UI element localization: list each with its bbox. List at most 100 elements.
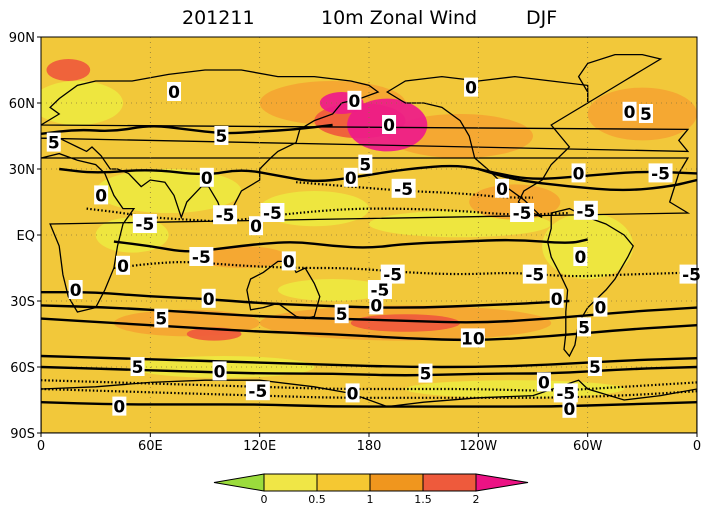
- contour-label-text: 0: [383, 116, 395, 136]
- shading-patch-low: [542, 213, 634, 279]
- lon-tick-label: 60W: [573, 439, 603, 454]
- contour-label: 0: [68, 280, 83, 301]
- contour-positive: [477, 167, 697, 192]
- colorbar-box: [263, 473, 318, 492]
- contour-label: 0: [495, 178, 510, 200]
- contour-label-text: 0: [203, 290, 215, 310]
- contour-label-box: [577, 317, 592, 337]
- contour-label-box: [281, 251, 296, 271]
- contour-positive: [59, 164, 697, 183]
- colorbar-over-triangle: [475, 473, 529, 492]
- contour-label-text: 0: [201, 169, 213, 189]
- lon-tick-label: 60E: [138, 439, 163, 454]
- contour-label: 0: [201, 288, 216, 310]
- contour-label: 0: [345, 383, 360, 404]
- contour-label: -5: [510, 203, 535, 224]
- contour-label-text: 0: [113, 398, 125, 418]
- contour-label-box: [391, 178, 416, 198]
- contour-label-box: [358, 154, 373, 174]
- contour-label-box: [587, 357, 602, 376]
- contour-label-text: -5: [192, 248, 211, 268]
- contour-positive: [113, 238, 588, 253]
- contour-label-box: [460, 328, 485, 348]
- lon-tick-label: 120W: [459, 439, 497, 454]
- contour-label: 0: [562, 398, 577, 420]
- contour-label-text: 5: [640, 105, 652, 125]
- shading-patch-mid: [195, 246, 287, 268]
- coastline-eurasia: [41, 69, 690, 220]
- contour-label-box: [679, 264, 704, 284]
- contour-positive: [41, 354, 697, 369]
- contour-label: 0: [116, 255, 130, 277]
- contour-label-text: 0: [70, 281, 82, 301]
- contour-label: 5: [130, 357, 145, 378]
- contour-label-box: [369, 295, 384, 315]
- contour-label: 10: [460, 328, 485, 349]
- contour-label-box: [199, 167, 214, 187]
- contour-label-box: [334, 304, 349, 324]
- contour-positive: [41, 365, 697, 377]
- contour-label-box: [573, 200, 598, 220]
- contour-label-box: [495, 178, 510, 198]
- contour-label-text: 0: [345, 169, 357, 189]
- contour-label-box: [562, 398, 577, 418]
- contour-label-text: 0: [465, 79, 477, 99]
- colorbar-tick-label: 1: [367, 493, 374, 506]
- contour-label: 0: [536, 372, 551, 393]
- coastline-africa: [41, 152, 691, 313]
- contour-label-text: 0: [564, 400, 576, 420]
- contour-label-box: [245, 381, 270, 401]
- lon-tick-label: 120E: [243, 439, 276, 454]
- contour-label-box: [382, 115, 397, 134]
- lat-tick-label: 30S: [10, 295, 35, 310]
- contour-label-text: 0: [538, 373, 550, 393]
- contour-label-box: [94, 185, 109, 205]
- contour-label-text: 0: [624, 103, 636, 123]
- title-date: 201211: [182, 7, 255, 29]
- contour-label-text: 0: [347, 384, 359, 404]
- contour-label-box: [213, 205, 238, 225]
- colorbar-tick-label: 0: [261, 493, 268, 506]
- contour-label-text: -5: [263, 204, 282, 224]
- contour-label-box: [464, 77, 479, 97]
- contour-label: -5: [573, 200, 598, 222]
- contour-label-text: -5: [216, 206, 235, 226]
- contour-label-box: [154, 308, 169, 328]
- contour-label-text: 5: [215, 127, 227, 147]
- title-season: DJF: [526, 7, 557, 29]
- contour-label-box: [343, 167, 358, 187]
- lat-tick-label: 30N: [9, 163, 35, 178]
- colorbar-tick-label: 1.5: [414, 493, 432, 506]
- contour-label-box: [189, 247, 214, 266]
- contour-label-box: [571, 163, 586, 183]
- contour-positive: [41, 317, 697, 342]
- contour-label: 0: [343, 167, 358, 189]
- contour-label: 0: [573, 247, 588, 268]
- contour-label-text: 0: [349, 92, 361, 112]
- contour-label-text: 0: [283, 252, 295, 272]
- contour-label: 0: [369, 295, 384, 316]
- colorbar-box: [316, 473, 371, 492]
- shading-patch-mid: [469, 184, 561, 220]
- contour-label-box: [201, 288, 216, 308]
- contour-label: -5: [245, 381, 270, 402]
- contour-label-box: [345, 383, 360, 403]
- shading-patch-low: [41, 81, 123, 125]
- contour-label: -5: [189, 247, 214, 268]
- contour-label-text: 5: [155, 310, 167, 330]
- contour-label-text: -5: [682, 266, 701, 286]
- latitude-axis: 90N 60N 30N EQ 30S 60S 90S: [9, 31, 41, 442]
- contour-label-box: [553, 383, 578, 403]
- contour-label: 0: [571, 163, 586, 184]
- contour-label: -5: [132, 214, 157, 235]
- contour-label: 0: [112, 396, 127, 418]
- contour-label: 0: [622, 101, 637, 123]
- contour-label-box: [132, 214, 157, 233]
- contour-label-text: -5: [394, 180, 413, 200]
- contour-label: 0: [347, 90, 362, 112]
- contour-label-box: [367, 280, 392, 299]
- contour-label-text: 0: [496, 180, 508, 200]
- colorbar-under-triangle: [213, 473, 265, 492]
